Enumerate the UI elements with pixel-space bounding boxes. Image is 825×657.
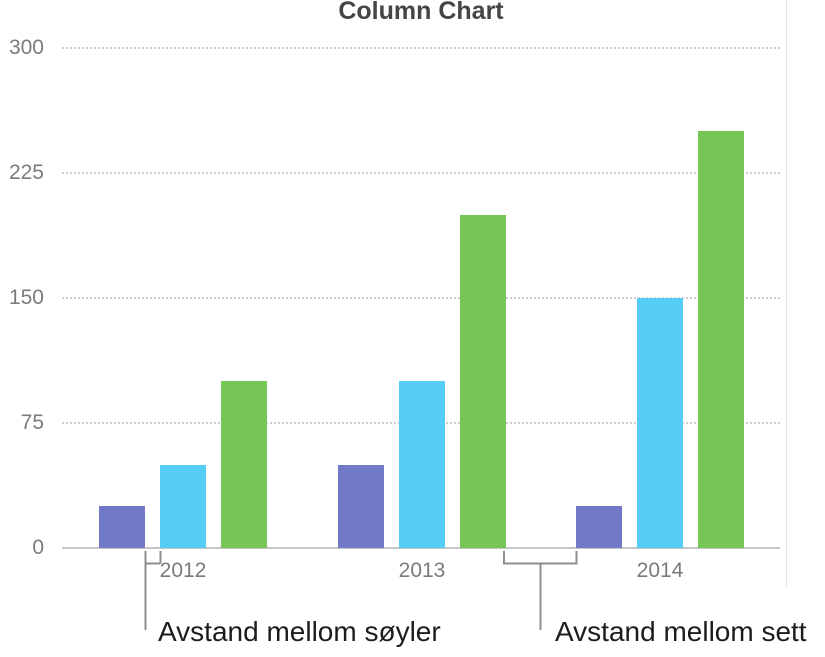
bar-2012-series-1 xyxy=(99,506,145,548)
bar-2013-series-1 xyxy=(338,464,384,548)
y-tick-label-150: 150 xyxy=(8,286,44,309)
y-tick-label-75: 75 xyxy=(20,411,44,434)
y-tick-label-225: 225 xyxy=(8,161,44,184)
y-tick-label-300: 300 xyxy=(8,36,44,59)
columns-gap-label: Avstand mellom søyler xyxy=(158,616,441,647)
sets-gap-bracket xyxy=(503,551,578,630)
columns-gap-bracket xyxy=(144,551,162,630)
bar-2014-series-3 xyxy=(698,131,744,548)
bar-2013-series-2 xyxy=(399,381,445,548)
bar-2012-series-2 xyxy=(160,464,206,548)
y-tick-label-0: 0 xyxy=(32,536,44,559)
panel-divider-line xyxy=(786,0,787,587)
x-axis-line xyxy=(62,547,780,549)
bar-2013-series-3 xyxy=(460,214,506,548)
x-tick-label-2013: 2013 xyxy=(398,559,446,582)
x-tick-label-2014: 2014 xyxy=(636,559,684,582)
gridline-300 xyxy=(62,47,780,49)
gridline-225 xyxy=(62,172,780,174)
bar-2014-series-1 xyxy=(576,506,622,548)
x-tick-label-2012: 2012 xyxy=(159,559,207,582)
bar-2014-series-2 xyxy=(637,298,683,548)
chart-title: Column Chart xyxy=(338,0,504,25)
bar-2012-series-3 xyxy=(221,381,267,548)
sets-gap-label: Avstand mellom sett xyxy=(555,616,807,647)
gridline-150 xyxy=(62,297,780,299)
